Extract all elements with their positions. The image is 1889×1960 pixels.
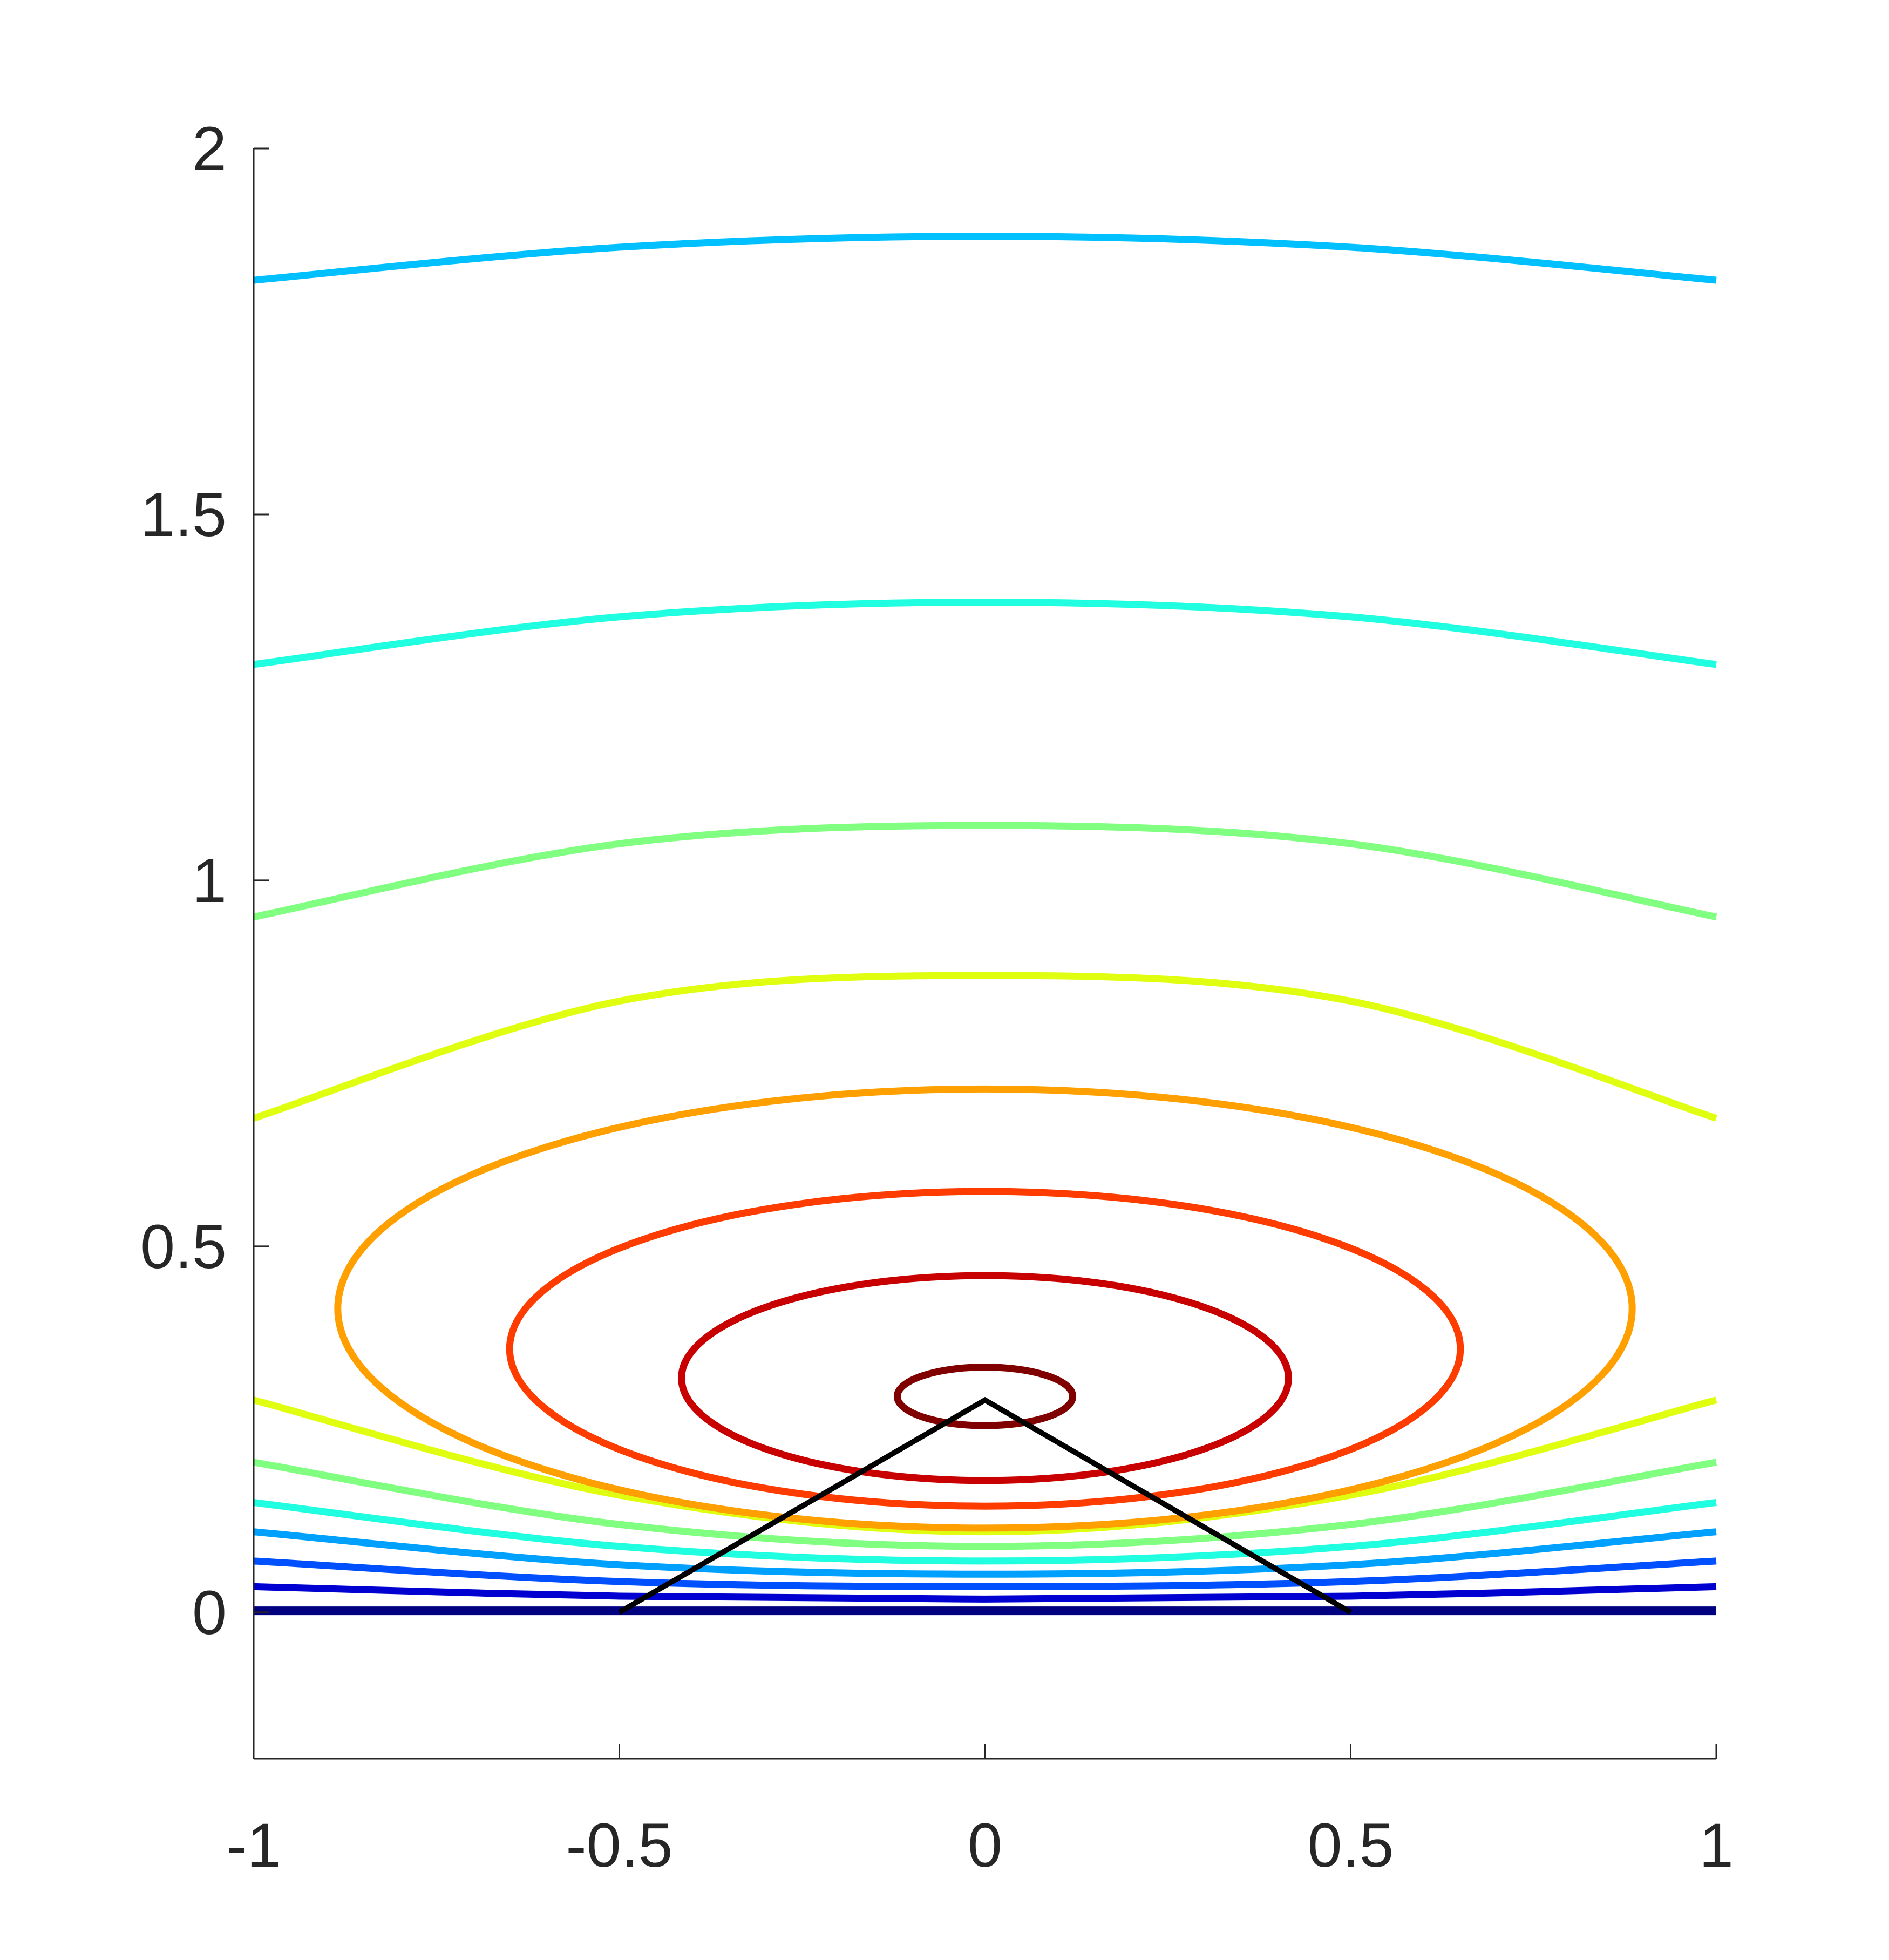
axes: -1 -0.5 0 0.5 1 0 0.5 1 1.5 2: [140, 114, 1734, 1880]
contour-line-9: [678, 1272, 1292, 1484]
series-line-0: [617, 1396, 1353, 1615]
contour-line-8: [506, 1188, 1464, 1510]
x-tick-label: 0: [968, 1811, 1002, 1880]
contour-line-11: [253, 972, 1717, 1122]
contour-line-13: [253, 599, 1717, 668]
y-tick-label: 1.5: [140, 480, 227, 550]
y-tick-label: 0: [192, 1578, 227, 1647]
contour-line-7: [334, 1085, 1636, 1532]
y-tick-label: 1: [192, 846, 227, 915]
contour-line-10: [893, 1364, 1077, 1429]
y-tick-label: 2: [192, 114, 227, 184]
contour-line-2: [253, 1557, 1717, 1590]
contour-line-14: [253, 233, 1717, 284]
contour-line-1: [253, 1583, 1717, 1603]
x-tick-label: -1: [226, 1811, 281, 1880]
contour-line-6: [253, 1396, 1717, 1536]
contour-line-5: [253, 1459, 1717, 1550]
x-tick-label: 1: [1699, 1811, 1734, 1880]
contour-line-12: [253, 822, 1717, 921]
y-tick-label: 0.5: [140, 1212, 227, 1281]
contour-line-3: [253, 1528, 1717, 1578]
contour-line-4: [253, 1498, 1717, 1565]
x-tick-label: 0.5: [1308, 1811, 1394, 1880]
x-tick-label: -0.5: [566, 1811, 672, 1880]
plot-area: [253, 233, 1717, 1616]
